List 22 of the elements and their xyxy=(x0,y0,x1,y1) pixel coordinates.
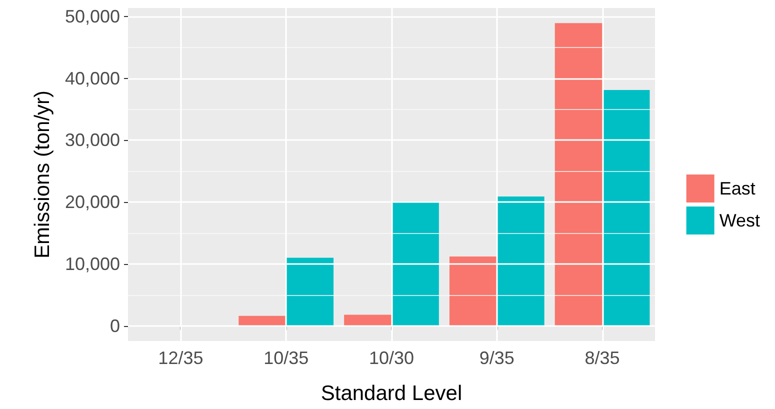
x-tick-label: 9/35 xyxy=(479,348,514,368)
y-tick-label: 20,000 xyxy=(64,192,120,212)
legend-label: East xyxy=(719,178,756,198)
bar xyxy=(602,90,650,326)
bar xyxy=(554,23,602,326)
y-tick-label: 50,000 xyxy=(64,6,120,26)
legend-label: West xyxy=(719,210,760,230)
y-tick-label: 10,000 xyxy=(64,254,120,274)
y-tick-label: 40,000 xyxy=(64,68,120,88)
x-tick-label: 10/30 xyxy=(368,348,414,368)
y-tick-label: 0 xyxy=(110,316,120,336)
bar xyxy=(344,314,392,326)
bar xyxy=(496,196,544,326)
x-tick-label: 10/35 xyxy=(264,348,309,368)
y-axis-title: Emissions (ton/yr) xyxy=(31,90,54,259)
x-axis-title: Standard Level xyxy=(320,382,462,405)
bar xyxy=(286,258,334,326)
bar xyxy=(392,201,439,326)
x-tick-label: 12/35 xyxy=(158,348,204,368)
x-tick-label: 8/35 xyxy=(584,348,620,368)
bar xyxy=(449,256,497,326)
y-tick-label: 30,000 xyxy=(64,130,120,150)
